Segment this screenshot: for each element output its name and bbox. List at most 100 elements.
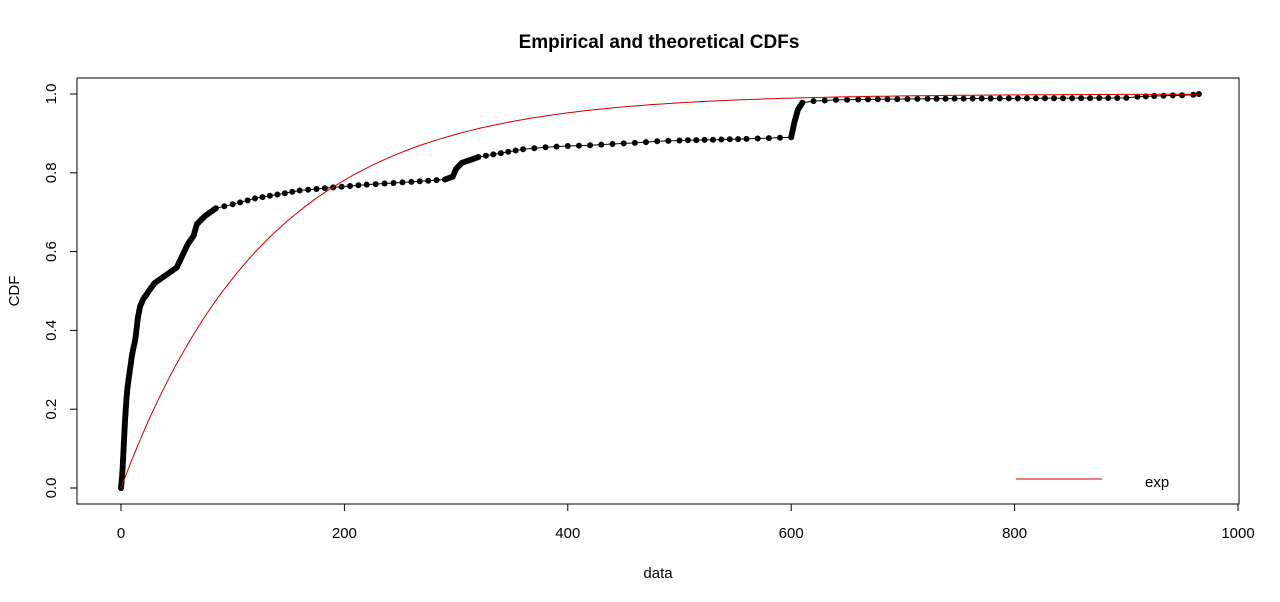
- y-axis: 0.0 0.2 0.4 0.6 0.8 1.0: [43, 84, 77, 498]
- empirical-cdf-point: [390, 180, 397, 186]
- empirical-cdf-point: [338, 183, 345, 190]
- empirical-cdf-point: [844, 96, 851, 103]
- empirical-cdf-point: [865, 96, 871, 103]
- empirical-cdf-point: [676, 137, 683, 144]
- empirical-cdf-point: [399, 179, 406, 186]
- empirical-cdf-point: [1051, 95, 1057, 102]
- series-layer: [118, 91, 1202, 491]
- empirical-cdf-point: [924, 95, 931, 102]
- y-tick-label: 0.4: [43, 320, 60, 341]
- empirical-cdf-point: [425, 177, 432, 184]
- empirical-cdf-point: [684, 137, 691, 144]
- y-tick-label: 0.8: [43, 162, 60, 183]
- x-tick-label: 0: [117, 525, 125, 542]
- empirical-cdf-point: [718, 136, 725, 143]
- empirical-cdf-point: [296, 187, 303, 194]
- empirical-cdf-point: [1105, 95, 1112, 101]
- empirical-cdf-point: [701, 136, 708, 143]
- empirical-cdf-point: [620, 140, 627, 147]
- empirical-cdf-point: [904, 96, 911, 102]
- empirical-cdf-point: [978, 95, 985, 102]
- empirical-cdf-point: [1042, 95, 1048, 102]
- x-axis-label: data: [643, 565, 673, 582]
- empirical-cdf-point: [693, 137, 700, 144]
- empirical-cdf-point: [490, 151, 497, 158]
- empirical-cdf-point: [347, 183, 353, 189]
- empirical-cdf-point: [726, 136, 733, 143]
- empirical-cdf-point: [1096, 95, 1103, 101]
- empirical-cdf-point: [996, 95, 1003, 102]
- empirical-cdf-point: [355, 182, 362, 189]
- empirical-cdf-point: [1123, 94, 1130, 101]
- empirical-cdf-point: [212, 205, 219, 212]
- y-tick-label: 0.6: [43, 241, 60, 262]
- empirical-cdf-point: [821, 97, 828, 104]
- empirical-cdf-point: [1014, 95, 1021, 102]
- empirical-cdf-point: [874, 96, 881, 103]
- empirical-cdf-point: [884, 96, 891, 103]
- empirical-cdf-point: [1160, 92, 1167, 99]
- empirical-cdf-point: [1087, 95, 1094, 102]
- empirical-cdf-line: [120, 93, 1199, 489]
- legend-label-exp: exp: [1145, 474, 1169, 491]
- empirical-cdf-point: [520, 146, 527, 153]
- x-axis: 0 200 400 600 800 1000: [117, 504, 1255, 542]
- empirical-cdf-point: [1078, 95, 1085, 102]
- empirical-cdf-point: [987, 95, 994, 102]
- empirical-cdf-point: [363, 181, 370, 188]
- empirical-cdf-point: [914, 95, 921, 102]
- empirical-cdf-point: [587, 142, 594, 149]
- x-tick-label: 200: [332, 525, 357, 542]
- empirical-cdf-point: [229, 201, 236, 208]
- empirical-cdf-point: [832, 96, 839, 103]
- empirical-cdf-point: [512, 147, 519, 154]
- empirical-cdf-point: [933, 95, 940, 102]
- empirical-cdf-point: [855, 96, 862, 103]
- x-tick-label: 400: [555, 525, 580, 542]
- empirical-cdf-point: [799, 99, 806, 106]
- empirical-cdf-point: [531, 145, 538, 152]
- empirical-cdf-point: [598, 141, 605, 148]
- empirical-cdf-point: [321, 185, 328, 192]
- empirical-cdf-point: [289, 188, 296, 195]
- legend: exp: [1016, 474, 1169, 491]
- empirical-cdf-point: [1179, 92, 1186, 99]
- empirical-cdf-point: [475, 154, 482, 160]
- empirical-cdf-point: [1023, 95, 1030, 102]
- empirical-cdf-point: [1169, 92, 1176, 99]
- empirical-cdf-point: [564, 143, 571, 149]
- empirical-cdf-point: [1069, 95, 1076, 102]
- empirical-cdf-point: [1195, 91, 1202, 97]
- empirical-cdf-point: [221, 203, 228, 210]
- empirical-cdf-point: [237, 199, 244, 206]
- chart-title: Empirical and theoretical CDFs: [519, 32, 800, 53]
- empirical-cdf-point: [416, 178, 423, 185]
- empirical-cdf-point: [1060, 95, 1066, 102]
- y-tick-label: 0.2: [43, 399, 60, 420]
- empirical-cdf-point: [505, 148, 512, 155]
- empirical-cdf-point: [951, 95, 958, 102]
- empirical-cdf-point: [252, 195, 258, 202]
- empirical-cdf-point: [1005, 95, 1012, 102]
- empirical-cdf-point: [1134, 93, 1141, 100]
- y-axis-label: CDF: [6, 276, 23, 307]
- empirical-cdf-point: [969, 95, 976, 102]
- empirical-cdf-point: [372, 181, 379, 188]
- empirical-cdf-point: [1032, 95, 1039, 102]
- empirical-cdf-point: [433, 177, 440, 184]
- empirical-cdf-point: [305, 186, 312, 193]
- empirical-cdf-point: [894, 96, 901, 103]
- empirical-cdf-point: [553, 143, 560, 150]
- empirical-cdf-point: [313, 186, 320, 192]
- empirical-cdf-point: [274, 191, 281, 198]
- plot-frame: [76, 77, 1240, 505]
- x-tick-label: 1000: [1221, 525, 1254, 542]
- empirical-cdf-point: [482, 152, 489, 159]
- empirical-cdf-point: [244, 197, 251, 204]
- empirical-cdf-point: [754, 135, 761, 142]
- empirical-cdf-point: [1114, 95, 1121, 101]
- empirical-cdf-point: [266, 192, 273, 199]
- empirical-cdf-point: [942, 95, 949, 102]
- empirical-cdf-point: [765, 135, 772, 142]
